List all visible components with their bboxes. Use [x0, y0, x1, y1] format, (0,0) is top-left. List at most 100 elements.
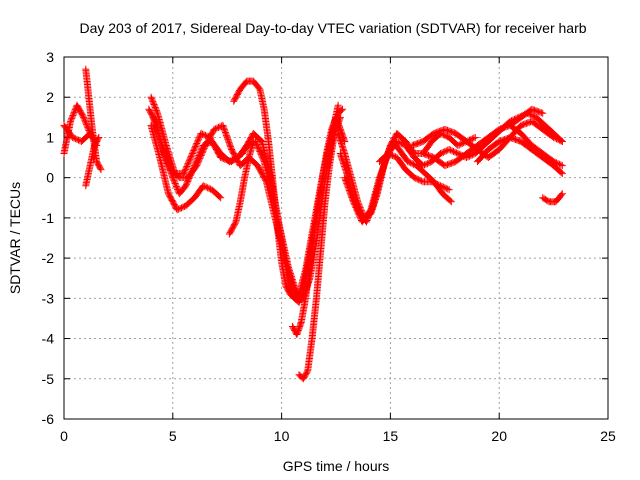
data-point — [193, 139, 201, 147]
data-point — [455, 141, 463, 149]
data-point — [344, 182, 352, 190]
data-point — [441, 184, 449, 192]
x-tick-label: 0 — [60, 428, 68, 444]
data-point — [150, 101, 158, 109]
data-point — [452, 149, 460, 157]
data-point — [439, 148, 447, 156]
x-axis-label: GPS time / hours — [283, 458, 390, 474]
x-tick-label: 5 — [169, 428, 177, 444]
axis-ticks — [63, 56, 609, 420]
data-point — [343, 179, 351, 187]
data-point — [555, 160, 563, 168]
data-point — [166, 163, 174, 171]
data-point — [379, 164, 387, 172]
data-point — [189, 148, 197, 156]
data-point — [397, 139, 405, 147]
data-point — [67, 116, 75, 124]
data-point — [202, 183, 210, 191]
y-tick-label: -3 — [42, 290, 55, 306]
data-point — [554, 135, 562, 143]
data-point — [212, 125, 220, 133]
data-point — [227, 143, 235, 151]
data-point — [451, 148, 459, 156]
data-point — [334, 101, 342, 109]
data-point — [69, 112, 77, 120]
y-tick-label: -6 — [42, 411, 55, 427]
data-point — [345, 185, 353, 193]
data-point — [182, 182, 190, 190]
data-point — [432, 180, 440, 188]
data-point — [351, 201, 359, 209]
data-point — [262, 176, 270, 184]
data-point — [376, 174, 384, 182]
data-point — [193, 138, 201, 146]
data-point — [339, 105, 347, 113]
data-point — [376, 172, 384, 180]
data-point — [410, 160, 418, 168]
data-point — [415, 176, 423, 184]
data-point — [194, 137, 202, 145]
data-point — [454, 141, 462, 149]
data-point — [213, 124, 221, 132]
data-point — [377, 171, 385, 179]
data-point — [448, 147, 456, 155]
data-point — [200, 144, 208, 152]
y-tick-label: -4 — [42, 331, 55, 347]
data-point — [471, 133, 479, 141]
series-arc-h — [147, 121, 225, 214]
data-point — [201, 131, 209, 139]
data-point — [196, 153, 204, 161]
data-points — [60, 65, 566, 383]
data-point — [193, 160, 201, 168]
data-point — [69, 133, 77, 141]
data-point — [225, 138, 233, 146]
y-tick-label: 3 — [46, 49, 54, 65]
data-point — [347, 191, 355, 199]
chart-title: Day 203 of 2017, Sidereal Day-to-day VTE… — [79, 20, 586, 36]
data-point — [347, 192, 355, 200]
data-point — [194, 159, 202, 167]
data-point — [428, 178, 436, 186]
data-point — [185, 157, 193, 165]
data-point — [223, 134, 231, 142]
series-arc-f — [147, 93, 344, 302]
data-point — [223, 133, 231, 141]
data-point — [198, 149, 206, 157]
data-point — [200, 131, 208, 139]
y-tick-label: 2 — [46, 89, 54, 105]
data-point — [178, 204, 186, 212]
data-point — [199, 130, 207, 138]
data-point — [171, 178, 179, 186]
data-point — [408, 160, 416, 168]
data-point — [169, 175, 177, 183]
data-point — [353, 205, 361, 213]
data-point — [200, 146, 208, 154]
data-point — [436, 150, 444, 158]
data-point — [349, 196, 357, 204]
data-point — [163, 154, 171, 162]
data-point — [184, 160, 192, 168]
data-point — [151, 103, 159, 111]
data-point — [220, 124, 228, 132]
data-point — [198, 150, 206, 158]
data-point — [348, 194, 356, 202]
data-point — [224, 136, 232, 144]
x-tick-label: 15 — [383, 428, 399, 444]
data-point — [431, 179, 439, 187]
data-point — [439, 183, 447, 191]
data-point — [219, 123, 227, 131]
data-point — [152, 105, 160, 113]
data-point — [81, 116, 89, 124]
data-point — [442, 184, 450, 192]
data-point — [214, 123, 222, 131]
y-tick-label: -2 — [42, 250, 55, 266]
data-point — [173, 206, 181, 214]
data-point — [172, 182, 180, 190]
y-tick-label: -5 — [42, 371, 55, 387]
data-point — [380, 161, 388, 169]
data-point — [183, 161, 191, 169]
data-point — [346, 188, 354, 196]
data-point — [249, 137, 257, 145]
series-arc-l — [295, 105, 347, 383]
data-point — [183, 179, 191, 187]
